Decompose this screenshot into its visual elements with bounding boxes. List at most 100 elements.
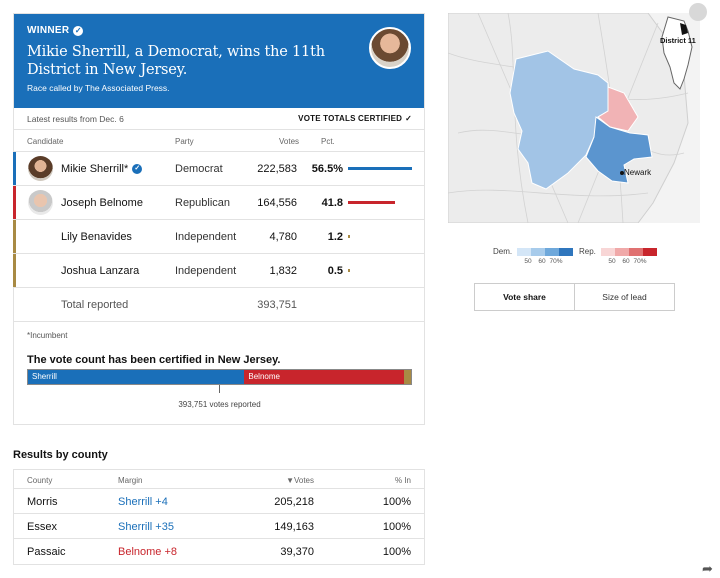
bar-wrap (348, 269, 412, 272)
candidate-row: Mikie Sherrill* ✓ Democrat 222,583 56.5% (13, 152, 424, 186)
district-inset-label: District 11 (660, 36, 696, 45)
candidate-name: Lily Benavides (61, 231, 132, 243)
candidate-party: Independent (175, 265, 237, 277)
dem-swatch (517, 247, 532, 256)
called-by: Race called by The Associated Press. (27, 83, 170, 93)
header-county-votes[interactable]: ▼Votes (286, 476, 314, 485)
rep-legend: Rep. (579, 247, 657, 256)
candidate-name: Joseph Belnome (61, 197, 143, 209)
dem-tick: 50 (524, 258, 532, 265)
share-icon[interactable]: ➦ (702, 561, 713, 576)
column-headers: Candidate Party Votes Pct. (14, 130, 424, 152)
candidate-party: Independent (175, 231, 237, 243)
midpoint-tick (219, 385, 220, 393)
map-mode-toggle: Vote share Size of lead (474, 283, 675, 311)
dem-legend: Dem. (493, 247, 574, 256)
check-icon: ✓ (73, 25, 84, 36)
county-margin: Sherrill +35 (118, 521, 174, 533)
candidate-votes: 1,832 (269, 265, 297, 277)
candidate-pct: 1.2 (327, 231, 343, 243)
district-map-svg: Newark District 11 (448, 13, 700, 223)
county-row: Passaic Belnome +8 39,370 100% (14, 539, 424, 564)
dem-swatch (531, 247, 546, 256)
headline: Mikie Sherrill, a Democrat, wins the 11t… (27, 44, 325, 78)
newark-label: Newark (624, 168, 652, 177)
state-inset: District 11 (660, 16, 696, 90)
tab-vote-share[interactable]: Vote share (475, 284, 575, 310)
county-margin: Sherrill +4 (118, 496, 168, 508)
county-row: Morris Sherrill +4 205,218 100% (14, 489, 424, 514)
party-stripe (13, 186, 16, 219)
county-pct-in: 100% (382, 496, 411, 508)
candidate-name-text: Lily Benavides (61, 231, 132, 243)
header-votes: Votes (279, 137, 300, 146)
county-votes: 149,163 (274, 521, 314, 533)
belnome-segment-label: Belnome (248, 372, 280, 381)
rep-swatch (600, 247, 615, 256)
tab-size-of-lead[interactable]: Size of lead (602, 292, 647, 302)
candidate-party: Democrat (175, 163, 223, 175)
header-candidate: Candidate (27, 137, 64, 146)
county-table-header: County Margin ▼Votes % In (14, 470, 424, 489)
certified-label: VOTE TOTALS CERTIFIED ✓ (298, 114, 412, 123)
candidate-name: Joshua Lanzara (61, 265, 139, 277)
winner-banner: WINNER ✓ Mikie Sherrill, a Democrat, win… (14, 14, 424, 108)
party-stripe (13, 254, 16, 287)
county-section-title: Results by county (13, 449, 108, 461)
total-row: Total reported 393,751 (14, 288, 424, 322)
candidate-votes: 4,780 (269, 231, 297, 243)
bell-icon[interactable] (689, 3, 707, 21)
party-stripe (13, 152, 16, 185)
dem-swatch (545, 247, 560, 256)
candidate-name-text: Mikie Sherrill* (61, 163, 129, 175)
stacked-vote-bar: Sherrill Belnome (27, 369, 412, 385)
rep-swatch (614, 247, 629, 256)
rep-legend-label: Rep. (579, 247, 596, 256)
race-card: WINNER ✓ Mikie Sherrill, a Democrat, win… (13, 13, 425, 425)
county-name: Morris (27, 496, 58, 508)
county-row: Essex Sherrill +35 149,163 100% (14, 514, 424, 539)
certified-text: VOTE TOTALS CERTIFIED (298, 114, 403, 123)
vote-share-bar (348, 167, 412, 170)
dem-swatch (559, 247, 574, 256)
candidate-row: Joseph Belnome Republican 164,556 41.8 (13, 186, 424, 220)
header-pct: Pct. (321, 137, 335, 146)
county-margin: Belnome +8 (118, 546, 178, 558)
vote-share-bar (348, 269, 350, 272)
candidate-pct: 41.8 (321, 197, 343, 209)
candidate-name: Mikie Sherrill* ✓ (61, 163, 143, 175)
dem-legend-label: Dem. (493, 247, 513, 256)
bar-wrap (348, 235, 412, 238)
candidate-pct: 56.5% (311, 163, 343, 175)
certification-title: The vote count has been certified in New… (27, 354, 281, 366)
rep-tick: 50 (608, 258, 616, 265)
county-votes: 39,370 (280, 546, 314, 558)
candidate-party: Republican (175, 197, 231, 209)
total-label: Total reported (61, 299, 129, 311)
belnome-segment: Belnome (244, 370, 405, 384)
bar-wrap (348, 201, 412, 204)
county-pct-in: 100% (382, 546, 411, 558)
candidate-avatar (28, 190, 53, 215)
candidate-row: Joshua Lanzara Independent 1,832 0.5 (13, 254, 424, 288)
other-segment (404, 370, 411, 384)
results-meta: Latest results from Dec. 6 VOTE TOTALS C… (14, 108, 424, 130)
county-votes: 205,218 (274, 496, 314, 508)
rep-tick: 60 (622, 258, 630, 265)
county-table: County Margin ▼Votes % In Morris Sherril… (13, 469, 425, 565)
bar-wrap (348, 167, 412, 170)
district-map[interactable]: Newark District 11 (448, 13, 700, 223)
candidate-row: Lily Benavides Independent 4,780 1.2 (13, 220, 424, 254)
incumbent-footnote: *Incumbent (27, 331, 68, 340)
header-county: County (27, 476, 53, 485)
county-name: Essex (27, 521, 57, 533)
winner-avatar (369, 27, 411, 69)
votes-reported-caption: 393,751 votes reported (178, 400, 261, 409)
winner-tag: WINNER ✓ (27, 25, 412, 36)
winner-tag-label: WINNER (27, 25, 70, 36)
candidate-votes: 222,583 (257, 163, 297, 175)
header-pct-in: % In (394, 476, 411, 485)
candidate-name-text: Joseph Belnome (61, 197, 143, 209)
candidate-avatar (28, 156, 53, 181)
header-party: Party (175, 137, 194, 146)
